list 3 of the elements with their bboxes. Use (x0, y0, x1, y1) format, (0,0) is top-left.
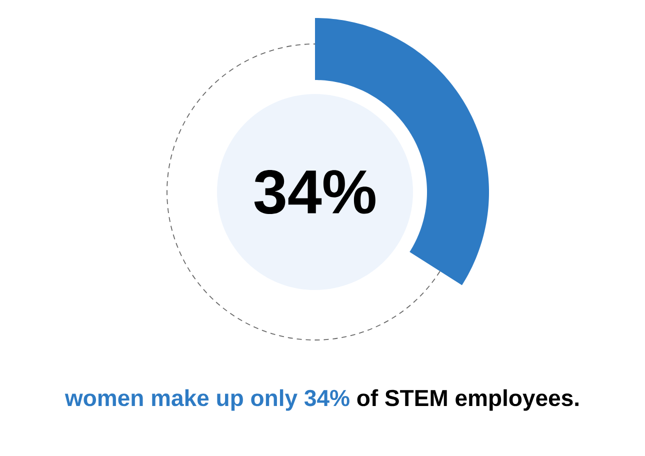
text: of STEM employees. (357, 389, 578, 411)
text: women make up only 34% (64, 389, 350, 411)
text: 34% (254, 170, 376, 214)
